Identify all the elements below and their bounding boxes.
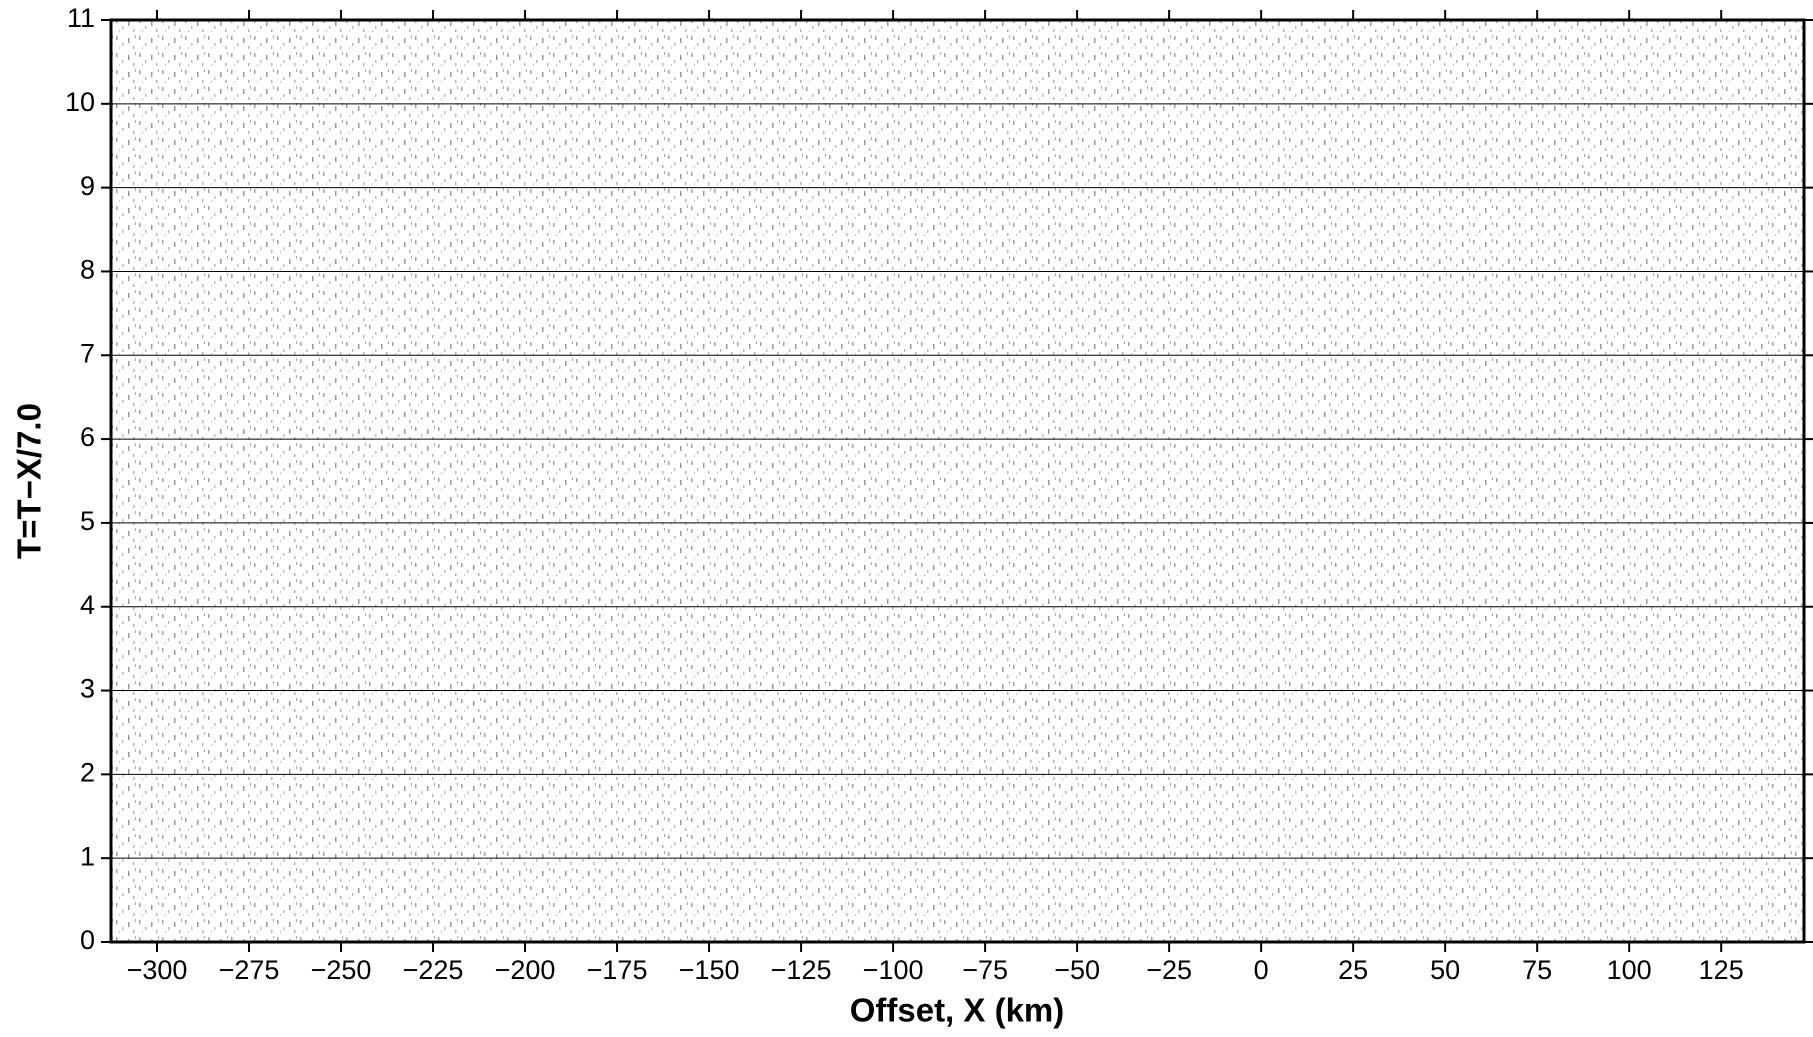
x-tick-label: −175	[587, 955, 648, 985]
x-tick-label: 50	[1430, 955, 1460, 985]
x-tick-label: −200	[495, 955, 556, 985]
x-tick-label: −150	[679, 955, 740, 985]
y-tick-label: 8	[80, 255, 95, 285]
y-tick-label: 3	[80, 674, 95, 704]
y-tick-label: 9	[80, 171, 95, 201]
x-tick-label: −100	[863, 955, 924, 985]
y-tick-label: 0	[80, 925, 95, 955]
x-tick-label: −75	[962, 955, 1008, 985]
x-tick-label: 125	[1699, 955, 1744, 985]
y-tick-label: 4	[80, 590, 95, 620]
x-tick-label: 100	[1607, 955, 1652, 985]
x-tick-label: −25	[1146, 955, 1192, 985]
x-tick-label: −275	[219, 955, 280, 985]
y-tick-label: 6	[80, 422, 95, 452]
seismic-traces	[111, 20, 1804, 942]
x-axis-title: Offset, X (km)	[850, 992, 1065, 1029]
y-tick-label: 11	[67, 3, 95, 33]
x-tick-label: −125	[771, 955, 832, 985]
y-tick-label: 1	[80, 841, 95, 871]
x-tick-label: 0	[1254, 955, 1269, 985]
x-tick-label: −225	[403, 955, 464, 985]
y-tick-label: 10	[65, 87, 95, 117]
x-tick-label: −300	[127, 955, 188, 985]
y-tick-label: 7	[80, 338, 95, 368]
frame	[109, 18, 1806, 944]
x-tick-label: 25	[1338, 955, 1368, 985]
x-tick-label: −50	[1054, 955, 1100, 985]
x-tick-label: 75	[1522, 955, 1552, 985]
y-axis-title: T=T−X/7.0	[11, 403, 48, 559]
y-tick-label: 2	[80, 757, 95, 787]
y-tick-label: 5	[80, 506, 95, 536]
x-tick-label: −250	[311, 955, 372, 985]
